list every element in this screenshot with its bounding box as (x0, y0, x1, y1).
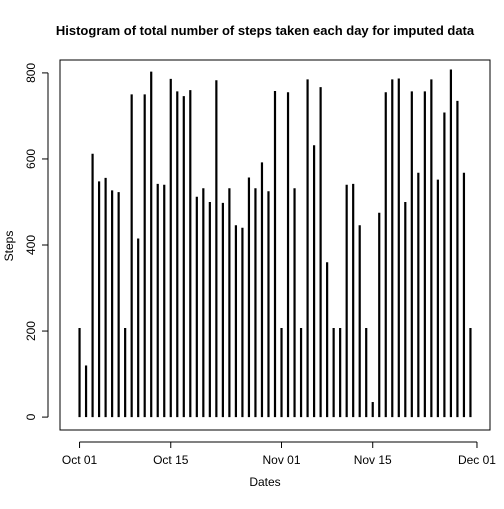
x-axis-label: Dates (249, 475, 280, 489)
y-axis-label: Steps (2, 231, 16, 262)
y-tick-label: 200 (24, 321, 38, 341)
y-tick-label: 400 (24, 235, 38, 255)
x-tick-label: Dec 01 (458, 453, 496, 467)
x-axis: Oct 01 Oct 15 Nov 01 Nov 15 Dec 01 (62, 442, 496, 467)
x-tick-label: Oct 01 (62, 453, 98, 467)
bars-layer (80, 69, 471, 417)
y-tick-label: 0 (24, 413, 38, 420)
x-tick-label: Oct 15 (153, 453, 189, 467)
y-tick-label: 600 (24, 149, 38, 169)
x-tick-label: Nov 15 (354, 453, 392, 467)
chart-title: Histogram of total number of steps taken… (56, 23, 475, 38)
y-tick-label: 800 (24, 63, 38, 83)
y-axis: 0 200 400 600 800 (24, 63, 48, 421)
x-tick-label: Nov 01 (262, 453, 300, 467)
